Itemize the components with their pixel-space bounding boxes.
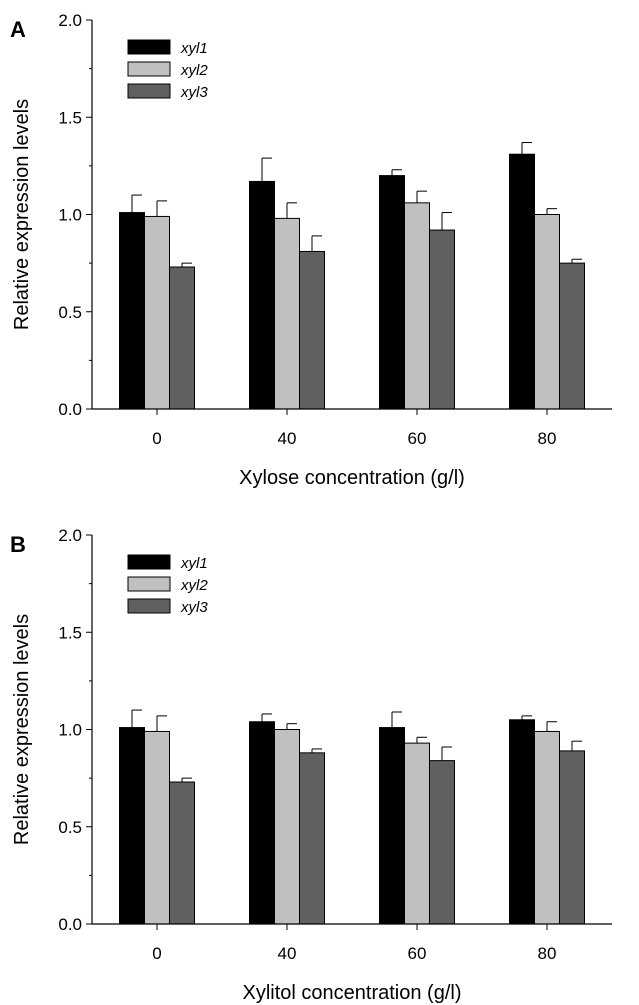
y-tick-label: 0.5 xyxy=(58,303,82,322)
bar-xyl2-0 xyxy=(144,215,170,410)
bar-xyl1-80 xyxy=(509,719,535,925)
y-tick-label: 1.0 xyxy=(58,721,82,740)
bar-xyl3-0 xyxy=(169,266,195,410)
x-tick-label: 60 xyxy=(408,429,427,448)
bar-xyl2-40 xyxy=(274,217,300,410)
bar-xyl2-40 xyxy=(274,729,300,925)
legend-swatch-xyl1 xyxy=(127,554,171,570)
x-axis-title: Xylose concentration (g/l) xyxy=(239,467,465,489)
bar-xyl2-80 xyxy=(534,214,560,410)
panel-letter: A xyxy=(10,17,26,42)
y-tick-label: 0.0 xyxy=(58,915,82,934)
bar-xyl2-0 xyxy=(144,730,170,925)
x-tick-label: 60 xyxy=(408,944,427,963)
bar-xyl2-60 xyxy=(404,202,430,410)
y-tick-label: 2.0 xyxy=(58,526,82,545)
legend-swatch-xyl3 xyxy=(127,83,171,99)
panel-a: 0.0 0.5 1.0 1.5 2.0 0 40 60 80 Xylose concentrati… xyxy=(10,11,612,489)
bar-xyl1-60 xyxy=(379,175,405,410)
legend-label-xyl1: xyl1 xyxy=(180,40,208,57)
y-tick-label: 1.5 xyxy=(58,108,82,127)
panel-letter: B xyxy=(10,532,26,557)
legend-label-xyl3: xyl3 xyxy=(180,84,208,101)
legend-swatch-xyl2 xyxy=(127,576,171,592)
x-tick-label: 40 xyxy=(278,429,297,448)
x-tick-label: 0 xyxy=(152,944,161,963)
bar-xyl3-40 xyxy=(299,250,325,410)
panel-b: 0.0 0.5 1.0 1.5 2.0 0 40 60 80 Xylitol concentrat… xyxy=(10,526,612,1004)
legend-swatch-xyl2 xyxy=(127,61,171,77)
bar-xyl3-0 xyxy=(169,781,195,925)
x-tick-label: 40 xyxy=(278,944,297,963)
y-tick-label: 2.0 xyxy=(58,11,82,30)
y-tick-label: 1.5 xyxy=(58,623,82,642)
legend-label-xyl1: xyl1 xyxy=(180,555,208,572)
bar-xyl1-40 xyxy=(249,180,275,410)
y-axis-title: Relative expression levels xyxy=(11,99,33,330)
x-axis-title: Xylitol concentration (g/l) xyxy=(243,982,462,1004)
bar-xyl1-0 xyxy=(119,727,145,925)
y-tick-label: 0.5 xyxy=(58,818,82,837)
bar-xyl1-40 xyxy=(249,721,275,925)
x-tick-label: 80 xyxy=(538,429,557,448)
y-tick-label: 0.0 xyxy=(58,400,82,419)
bar-xyl3-60 xyxy=(429,760,455,925)
legend-swatch-xyl1 xyxy=(127,39,171,55)
bar-xyl3-40 xyxy=(299,752,325,925)
bar-xyl2-80 xyxy=(534,730,560,925)
x-tick-label: 0 xyxy=(152,429,161,448)
y-axis-title: Relative expression levels xyxy=(11,614,33,845)
legend-label-xyl2: xyl2 xyxy=(180,62,208,79)
y-tick-label: 1.0 xyxy=(58,206,82,225)
bar-xyl3-80 xyxy=(559,750,585,925)
legend-swatch-xyl3 xyxy=(127,598,171,614)
bar-xyl2-60 xyxy=(404,742,430,925)
bar-xyl1-60 xyxy=(379,727,405,925)
bar-xyl1-80 xyxy=(509,153,535,410)
x-tick-label: 80 xyxy=(538,944,557,963)
bar-xyl3-60 xyxy=(429,229,455,410)
bar-xyl1-0 xyxy=(119,212,145,410)
legend-label-xyl2: xyl2 xyxy=(180,577,208,594)
legend-label-xyl3: xyl3 xyxy=(180,599,208,616)
bar-xyl3-80 xyxy=(559,262,585,410)
